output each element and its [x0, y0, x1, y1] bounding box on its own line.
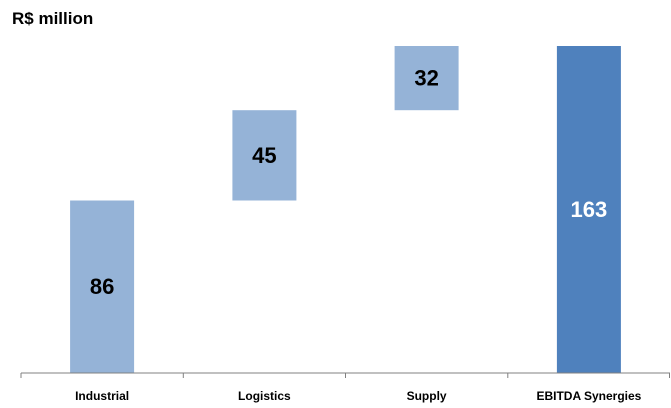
data-label-industrial: 86 — [90, 274, 114, 299]
bar-logistics — [232, 110, 297, 201]
bar-ebitda-synergies — [556, 46, 621, 373]
x-axis-ticks — [20, 373, 670, 378]
bar-supply — [394, 46, 459, 111]
unit-label: R$ million — [12, 9, 94, 28]
category-label-ebitda-synergies: EBITDA Synergies — [536, 389, 641, 403]
data-label-supply: 32 — [414, 66, 438, 91]
x-axis-tick-labels: Industrial Logistics Supply EBITDA Synergie… — [75, 389, 642, 403]
category-label-supply: Supply — [407, 389, 447, 403]
data-labels-layer: 86 45 32 163 — [90, 66, 607, 300]
data-label-logistics: 45 — [252, 143, 276, 168]
bar-industrial — [70, 200, 135, 373]
category-label-industrial: Industrial — [75, 389, 129, 403]
bars-layer — [70, 46, 621, 373]
data-label-ebitda-synergies: 163 — [571, 197, 608, 222]
category-label-logistics: Logistics — [238, 389, 291, 403]
